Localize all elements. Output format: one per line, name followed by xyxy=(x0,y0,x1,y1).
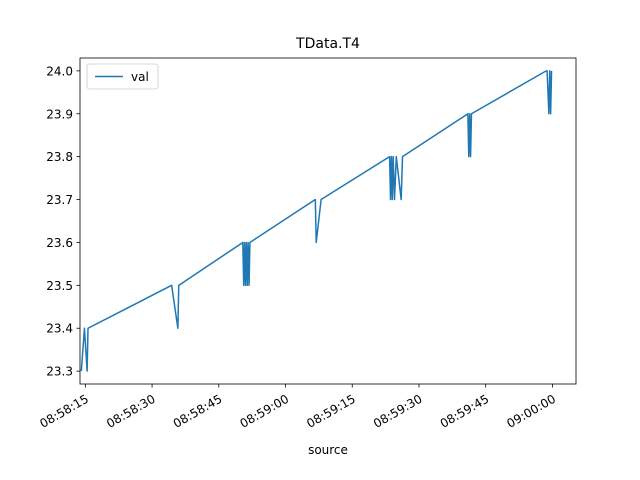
y-tick-label: 23.4 xyxy=(46,322,73,336)
y-tick-label: 24.0 xyxy=(46,64,73,78)
legend-label: val xyxy=(131,70,149,84)
y-tick-label: 23.5 xyxy=(46,279,73,293)
y-tick-label: 23.3 xyxy=(46,365,73,379)
x-tick-label: 08:59:30 xyxy=(371,392,425,431)
x-tick-label: 08:58:30 xyxy=(104,392,158,431)
x-tick-label: 08:59:45 xyxy=(438,392,492,431)
y-tick-label: 23.6 xyxy=(46,236,73,250)
chart-title: TData.T4 xyxy=(295,36,360,52)
x-tick-label: 08:59:00 xyxy=(238,392,292,431)
x-axis-label: source xyxy=(308,443,348,457)
plot-frame xyxy=(79,57,577,385)
y-tick-label: 23.7 xyxy=(46,193,73,207)
x-tick-label: 08:58:45 xyxy=(171,392,225,431)
y-tick-label: 23.8 xyxy=(46,150,73,164)
x-tick-label: 09:00:00 xyxy=(504,392,558,431)
series-line-val xyxy=(80,70,553,372)
y-tick-label: 23.9 xyxy=(46,107,73,121)
x-tick-label: 08:59:15 xyxy=(304,392,358,431)
x-tick-label: 08:58:15 xyxy=(37,392,91,431)
